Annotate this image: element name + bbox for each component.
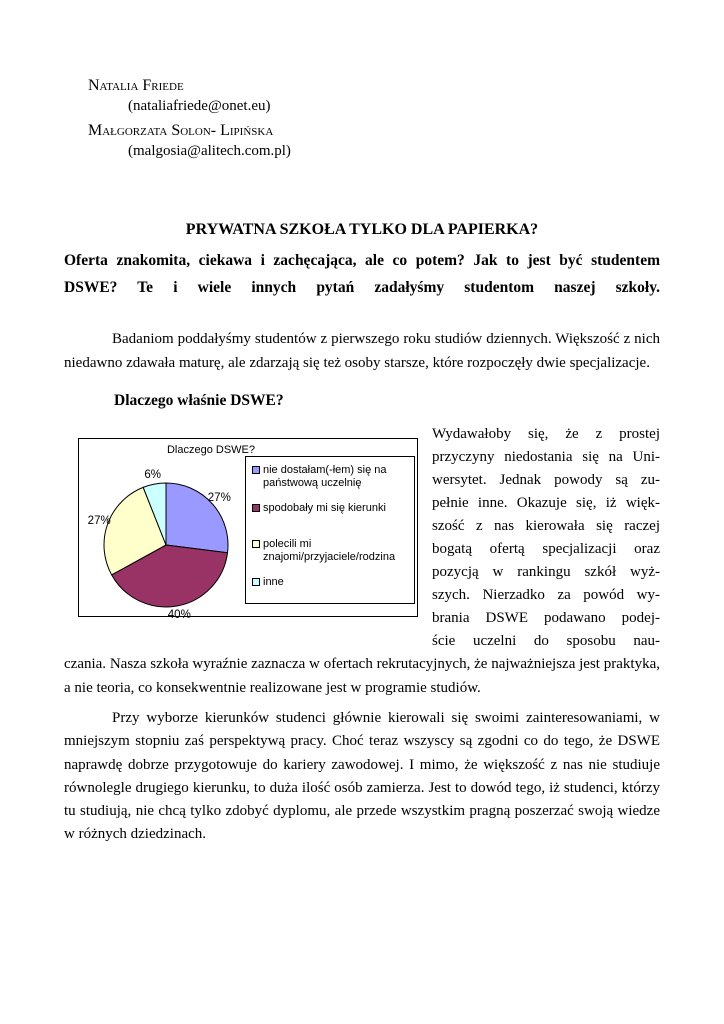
legend-swatch-icon xyxy=(252,504,260,512)
text-line: szość z nas kierowała się raczej xyxy=(432,518,660,534)
intro-paragraph: Badaniom poddałyśmy studentów z pierwsze… xyxy=(64,331,660,371)
legend-item: nie dostałam(-łem) się na państwową ucze… xyxy=(252,464,412,490)
legend-item: spodobały mi się kierunki xyxy=(252,502,412,515)
legend-label: polecili mi znajomi/przyjaciele/rodzina xyxy=(263,538,396,563)
pie-value-label: 27% xyxy=(87,514,111,527)
authors-block: Natalia Friede (nataliafriede@onet.eu) M… xyxy=(88,76,660,161)
chart-title: Dlaczego DSWE? xyxy=(166,444,256,456)
pie-slice xyxy=(142,482,167,546)
text-line: brania DSWE podawano podej- xyxy=(432,610,660,626)
author-email: (nataliafriede@onet.eu) xyxy=(128,98,271,114)
text-line: ście uczelni do sposobu nau- xyxy=(432,633,660,649)
text-line: bogatą ofertą specjalizacji oraz xyxy=(432,541,660,557)
article-title: PRYWATNA SZKOŁA TYLKO DLA PAPIERKA? xyxy=(185,221,539,238)
pie-slice xyxy=(103,486,167,576)
legend-label: spodobały mi się kierunki xyxy=(263,502,386,514)
continuation-paragraph: czania. Nasza szkoła wyraźnie zaznacza w… xyxy=(64,656,660,696)
pie-slice xyxy=(165,482,229,554)
legend-swatch-icon xyxy=(252,540,260,548)
legend-item: inne xyxy=(252,576,412,589)
pie-value-label: 6% xyxy=(144,469,161,482)
legend-swatch-icon xyxy=(252,466,260,474)
pie-slice xyxy=(110,544,229,608)
section-heading: Dlaczego właśnie DSWE? xyxy=(114,392,284,409)
legend-label: nie dostałam(-łem) się na państwową ucze… xyxy=(263,464,387,489)
pie-chart-frame: Dlaczego DSWE? 27% 40% 27% 6% nie dostał… xyxy=(78,438,418,621)
text-line: szych. Nierzadko za powód wy- xyxy=(432,587,660,603)
author-name: Natalia Friede xyxy=(88,77,184,94)
text-line: Wydawałoby się, że z prostej xyxy=(432,426,660,442)
pie-value-label: 40% xyxy=(167,608,191,621)
text-line: pełnie inne. Okazuje się, iż więk- xyxy=(432,495,660,511)
text-line: wersytet. Jednak powody są zu- xyxy=(432,472,660,488)
text-line: przyczyny niedostania się na Uni- xyxy=(432,449,660,465)
author: Natalia Friede (nataliafriede@onet.eu) xyxy=(88,76,660,116)
closing-paragraph: Przy wyborze kierunków studenci głównie … xyxy=(64,710,660,843)
lead-paragraph: Oferta znakomita, ciekawa i zachęcająca,… xyxy=(64,252,660,296)
chart-legend: nie dostałam(-łem) się na państwową ucze… xyxy=(245,456,415,604)
author-email: (malgosia@alitech.com.pl) xyxy=(128,143,291,159)
legend-item: polecili mi znajomi/przyjaciele/rodzina xyxy=(252,538,412,564)
pie-chart xyxy=(103,482,229,608)
legend-swatch-icon xyxy=(252,578,260,586)
author: Małgorzata Solon- Lipińska (malgosia@ali… xyxy=(88,121,660,161)
pie-value-label: 27% xyxy=(207,492,231,504)
author-name: Małgorzata Solon- Lipińska xyxy=(88,122,274,139)
chart-section: Dlaczego DSWE? 27% 40% 27% 6% nie dostał… xyxy=(64,423,660,653)
right-column: Wydawałoby się, że z prostej przyczyny n… xyxy=(432,423,660,653)
text-line: pozycją w rankingu szkół wyż- xyxy=(432,564,660,580)
legend-label: inne xyxy=(263,576,284,588)
